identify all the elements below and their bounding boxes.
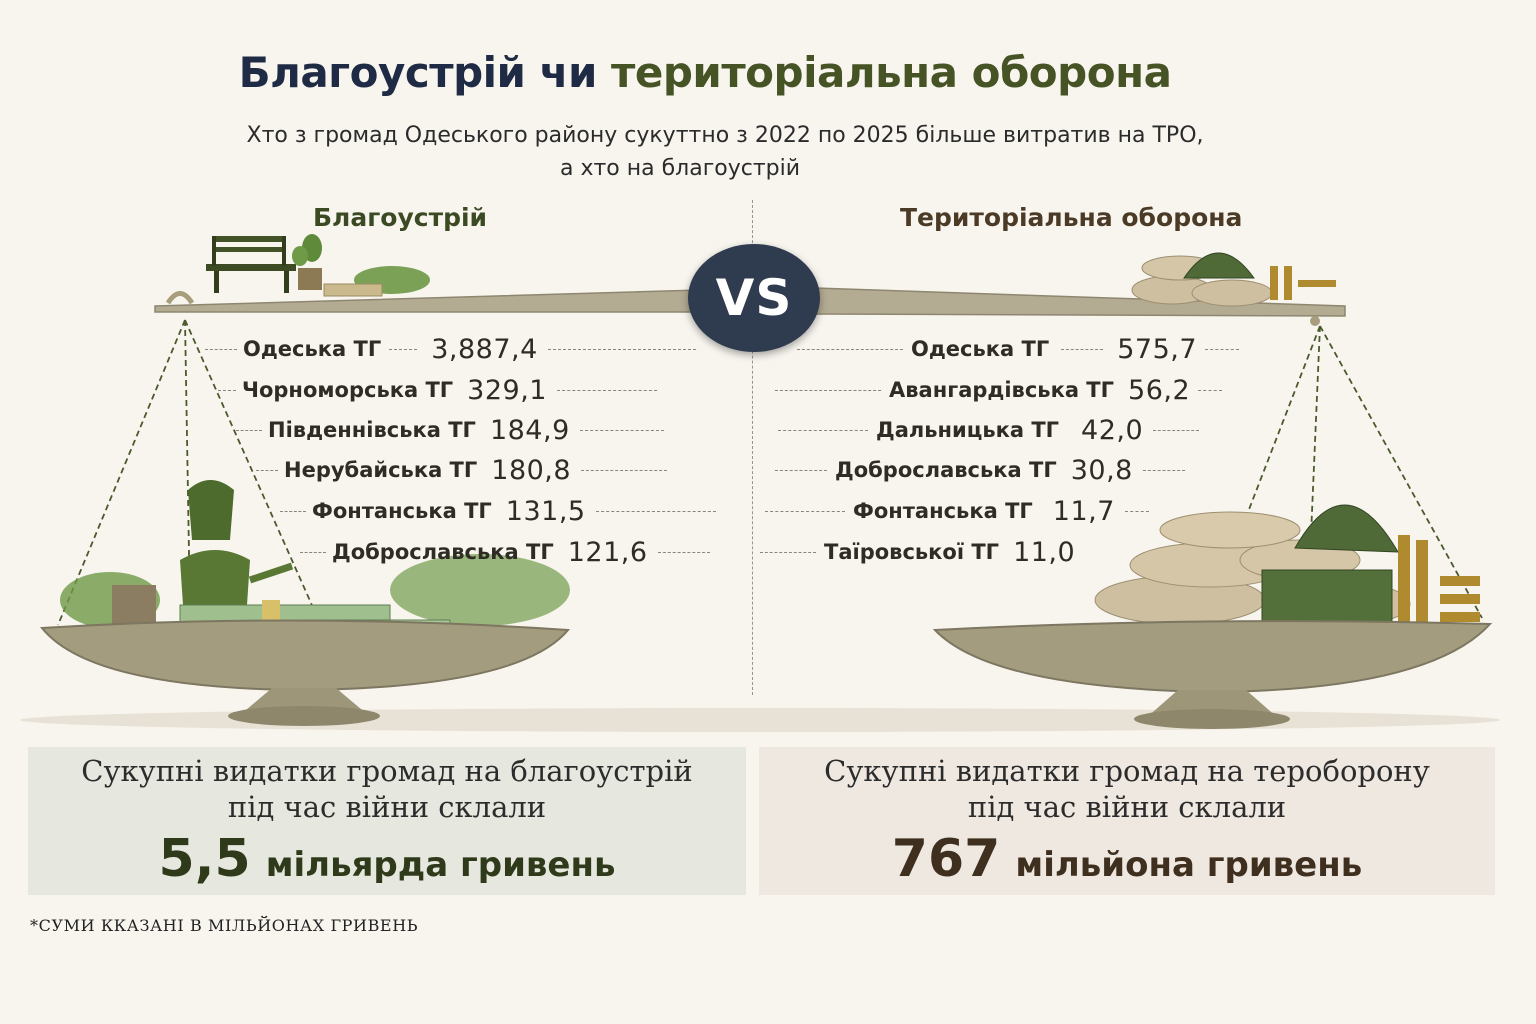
list-item: Авангардівська ТГ 56,2 (775, 372, 1223, 408)
leader-line (1198, 389, 1223, 391)
summary-left-amount: 5,5 (158, 829, 251, 889)
list-item: Дальницька ТГ 42,0 (778, 412, 1200, 448)
leader-line (778, 429, 868, 431)
leader-line (657, 551, 710, 553)
leader-line (581, 469, 668, 471)
leader-line (236, 429, 262, 431)
right-heading: Територіальна оборона (900, 203, 1243, 232)
summary-left-unit: мільярда гривень (265, 845, 616, 885)
list-item: Одеська ТГ 575,7 (797, 331, 1240, 367)
watering-can-icon (180, 480, 294, 620)
summary-left-total: 5,5 мільярда гривень (28, 829, 746, 889)
leader-line (556, 389, 657, 391)
leader-line (595, 510, 716, 512)
leader-line (760, 551, 816, 553)
summary-left: Сукупні видатки громад на благоустрій пі… (28, 747, 746, 895)
summary-right-line1: Сукупні видатки громад на тероборону (824, 754, 1430, 788)
ammo-icon (1270, 266, 1336, 300)
center-divider (752, 200, 753, 695)
leader-line (775, 469, 827, 471)
leader-line (1205, 348, 1240, 350)
leader-line (205, 348, 237, 350)
title-part2: територіальна оборона (611, 48, 1172, 97)
summary-right-line2: під час війни склали (967, 790, 1287, 824)
list-item: Фонтанська ТГ 131,5 (280, 493, 716, 529)
summary-left-line2: під час війни склали (227, 790, 547, 824)
list-item: Нерубайська ТГ 180,8 (256, 452, 668, 488)
leader-line (1153, 429, 1200, 431)
helmet-icon (1183, 252, 1255, 279)
title-part1: Благоустрій чи (238, 48, 598, 97)
leader-line (797, 348, 903, 350)
leader-line (1142, 469, 1185, 471)
leader-line (547, 348, 696, 350)
list-item: Доброславська ТГ 121,6 (300, 534, 710, 570)
list-item: Фонтанська ТГ 11,7 (765, 493, 1149, 529)
leader-line (389, 348, 418, 350)
leader-line (765, 510, 845, 512)
leader-line (579, 429, 664, 431)
list-item: Чорноморська ТГ 329,1 (218, 372, 657, 408)
summary-right-amount: 767 (891, 829, 1001, 889)
cartridges-icon (1398, 535, 1480, 625)
leader-line (280, 510, 306, 512)
summary-right-unit: мільйона гривень (1015, 845, 1363, 885)
leader-line (256, 469, 278, 471)
leader-line (300, 551, 326, 553)
summary-left-line1: Сукупні видатки громад на благоустрій (81, 754, 693, 788)
footnote: *СУМИ ККАЗАНІ В МІЛЬЙОНАХ ГРИВЕНЬ (30, 916, 419, 935)
list-item: Таїровської ТГ 11,0 (760, 534, 1075, 570)
leader-line (1061, 348, 1104, 350)
leader-line (218, 389, 236, 391)
helmet-large-icon (1294, 504, 1399, 553)
summary-right-total: 767 мільйона гривень (759, 829, 1495, 889)
vs-badge: VS (688, 244, 820, 352)
list-item: Доброславська ТГ 30,8 (775, 452, 1185, 488)
bench-icon (206, 236, 296, 293)
leader-line (1124, 510, 1149, 512)
subtitle-line2: а хто на благоустрій (559, 156, 801, 181)
page-title: Благоустрій чи територіальна оборона (0, 48, 1410, 97)
subtitle-line1: Хто з громад Одеського району сукуттно з… (246, 123, 1204, 148)
left-heading: Благоустрій (313, 203, 488, 232)
plant-icon (292, 234, 430, 297)
summary-right: Сукупні видатки громад на тероборону під… (759, 747, 1495, 895)
list-item: Південнівська ТГ 184,9 (236, 412, 664, 448)
list-item: Одеська ТГ 3,887,4 (205, 331, 696, 367)
leader-line (775, 389, 881, 391)
